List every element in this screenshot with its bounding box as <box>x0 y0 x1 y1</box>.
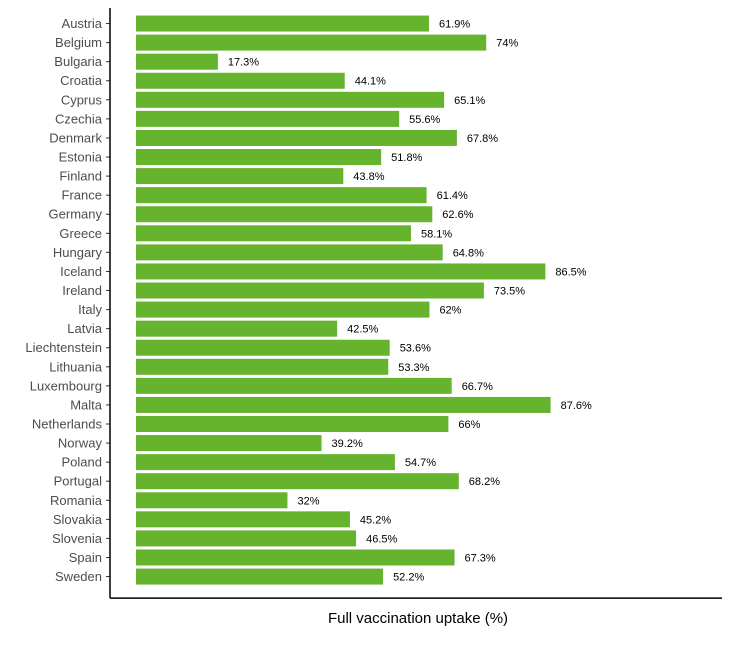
bar-slovenia <box>136 530 357 547</box>
category-label-greece: Greece <box>59 226 102 241</box>
value-label-cyprus: 65.1% <box>454 95 485 107</box>
category-label-cyprus: Cyprus <box>61 92 103 107</box>
x-axis-title: Full vaccination uptake (%) <box>328 610 508 627</box>
bar-iceland <box>136 263 546 280</box>
value-label-portugal: 68.2% <box>469 476 500 488</box>
category-label-sweden: Sweden <box>55 569 102 584</box>
bar-austria <box>136 15 429 32</box>
bar-finland <box>136 168 344 185</box>
bar-germany <box>136 206 433 223</box>
value-label-estonia: 51.8% <box>391 152 422 164</box>
bar-spain <box>136 549 455 566</box>
value-label-lithuania: 53.3% <box>398 362 429 374</box>
category-label-czechia: Czechia <box>55 111 103 126</box>
category-label-finland: Finland <box>59 169 102 184</box>
category-label-netherlands: Netherlands <box>32 417 103 432</box>
labels-layer: Austria 61.9% Belgium 74% Bulgaria 17.3% Croat… <box>25 16 592 584</box>
category-label-germany: Germany <box>49 207 103 222</box>
bar-norway <box>136 435 322 452</box>
bar-cyprus <box>136 91 445 108</box>
category-label-poland: Poland <box>62 455 102 470</box>
category-label-spain: Spain <box>69 550 102 565</box>
value-label-romania: 32% <box>297 495 319 507</box>
value-label-italy: 62% <box>439 305 461 317</box>
category-label-bulgaria: Bulgaria <box>54 54 102 69</box>
value-label-malta: 87.6% <box>561 400 592 412</box>
value-label-sweden: 52.2% <box>393 572 424 584</box>
bar-estonia <box>136 149 382 166</box>
category-label-latvia: Latvia <box>67 321 102 336</box>
category-label-hungary: Hungary <box>53 245 103 260</box>
bar-italy <box>136 301 430 318</box>
category-label-iceland: Iceland <box>60 264 102 279</box>
category-label-lithuania: Lithuania <box>49 359 103 374</box>
value-label-germany: 62.6% <box>442 209 473 221</box>
bars-layer <box>136 15 551 585</box>
category-label-romania: Romania <box>50 493 103 508</box>
value-label-belgium: 74% <box>496 38 518 50</box>
value-label-netherlands: 66% <box>458 419 480 431</box>
bar-slovakia <box>136 511 350 528</box>
bar-sweden <box>136 568 384 585</box>
category-label-croatia: Croatia <box>60 73 103 88</box>
value-label-spain: 67.3% <box>465 552 496 564</box>
bar-croatia <box>136 72 345 89</box>
value-label-bulgaria: 17.3% <box>228 57 259 69</box>
value-label-luxembourg: 66.7% <box>462 381 493 393</box>
bar-romania <box>136 492 288 509</box>
category-label-belgium: Belgium <box>55 35 102 50</box>
value-label-austria: 61.9% <box>439 19 470 31</box>
bar-netherlands <box>136 416 449 433</box>
bar-latvia <box>136 320 338 337</box>
category-label-austria: Austria <box>62 16 103 31</box>
value-label-greece: 58.1% <box>421 228 452 240</box>
category-label-slovenia: Slovenia <box>52 531 103 546</box>
bar-denmark <box>136 129 457 146</box>
value-label-iceland: 86.5% <box>555 266 586 278</box>
category-label-portugal: Portugal <box>54 474 103 489</box>
value-label-liechtenstein: 53.6% <box>400 343 431 355</box>
bar-luxembourg <box>136 377 452 394</box>
value-label-slovenia: 46.5% <box>366 533 397 545</box>
bar-ireland <box>136 282 484 299</box>
value-label-latvia: 42.5% <box>347 324 378 336</box>
category-label-france: France <box>62 188 102 203</box>
value-label-denmark: 67.8% <box>467 133 498 145</box>
value-label-ireland: 73.5% <box>494 286 525 298</box>
bar-portugal <box>136 473 459 490</box>
value-label-france: 61.4% <box>437 190 468 202</box>
axes-layer <box>109 8 722 599</box>
category-label-norway: Norway <box>58 436 103 451</box>
bar-liechtenstein <box>136 339 390 356</box>
bar-malta <box>136 396 551 413</box>
value-label-slovakia: 45.2% <box>360 514 391 526</box>
value-label-poland: 54.7% <box>405 457 436 469</box>
value-label-finland: 43.8% <box>353 171 384 183</box>
bar-france <box>136 187 427 204</box>
category-label-denmark: Denmark <box>49 130 102 145</box>
category-label-slovakia: Slovakia <box>53 512 103 527</box>
category-label-italy: Italy <box>78 302 102 317</box>
bar-bulgaria <box>136 53 218 70</box>
category-label-estonia: Estonia <box>59 150 103 165</box>
bar-greece <box>136 225 411 242</box>
bar-hungary <box>136 244 443 261</box>
category-label-luxembourg: Luxembourg <box>30 378 102 393</box>
bar-poland <box>136 454 395 471</box>
bar-belgium <box>136 34 487 51</box>
value-label-hungary: 64.8% <box>453 247 484 259</box>
category-label-malta: Malta <box>70 397 103 412</box>
value-label-czechia: 55.6% <box>409 114 440 126</box>
value-label-croatia: 44.1% <box>355 76 386 88</box>
category-label-liechtenstein: Liechtenstein <box>25 340 102 355</box>
bar-czechia <box>136 110 400 127</box>
bar-lithuania <box>136 358 389 375</box>
value-label-norway: 39.2% <box>332 438 363 450</box>
category-label-ireland: Ireland <box>62 283 102 298</box>
